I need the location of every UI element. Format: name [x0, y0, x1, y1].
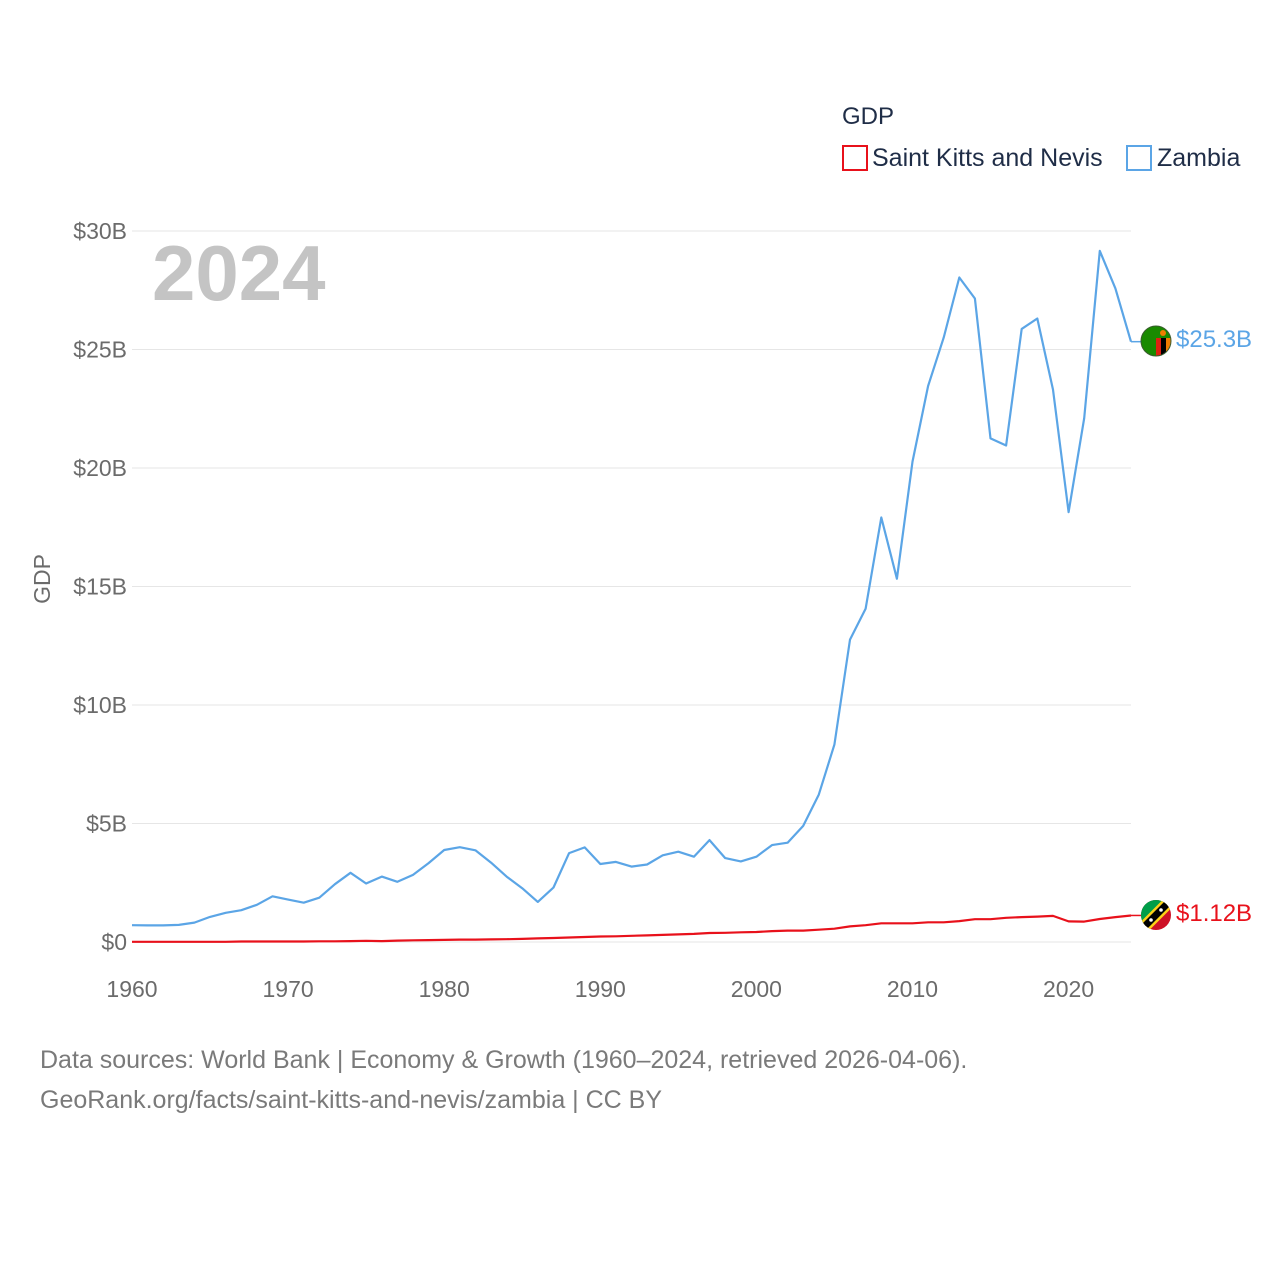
end-label-saint-kitts-and-nevis: $1.12B [1176, 900, 1252, 927]
x-tick-label: 1970 [263, 976, 314, 1002]
x-axis-ticks: 1960 1970 1980 1990 2000 2010 2020 [106, 976, 1094, 1002]
x-tick-label: 2010 [887, 976, 938, 1002]
y-tick-label: $25B [73, 337, 127, 363]
series-line-zambia [131, 249, 1133, 927]
y-axis-title: GDP [29, 554, 55, 604]
y-tick-label: $5B [86, 811, 127, 837]
legend-label-saint-kitts-and-nevis: Saint Kitts and Nevis [872, 144, 1103, 172]
footer-link[interactable]: GeoRank.org/facts/saint-kitts-and-nevis/… [40, 1086, 663, 1114]
y-tick-label: $15B [73, 574, 127, 600]
gridlines [132, 230, 1131, 943]
footer: Data sources: World Bank | Economy & Gro… [40, 1040, 1240, 1120]
legend-swatch-zambia [1126, 145, 1152, 171]
legend-item-saint-kitts-and-nevis[interactable]: Saint Kitts and Nevis [842, 144, 1103, 172]
y-tick-label: $10B [73, 692, 127, 718]
end-label-zambia: $25.3B [1176, 326, 1252, 353]
zambia-flag-border [1140, 325, 1172, 357]
year-label: 2024 [152, 229, 326, 317]
legend-label-zambia: Zambia [1157, 144, 1240, 172]
x-tick-label: 1990 [575, 976, 626, 1002]
y-axis-ticks: $0 $5B $10B $15B $20B $25B $30B [73, 218, 127, 955]
legend-item-zambia[interactable]: Zambia [1126, 144, 1240, 172]
zambia-flag-icon [1141, 326, 1171, 356]
saint-kitts-and-nevis-flag-icon [1141, 900, 1171, 930]
series-lines [131, 249, 1141, 943]
x-tick-label: 1960 [106, 976, 157, 1002]
x-tick-label: 2020 [1043, 976, 1094, 1002]
y-tick-label: $0 [101, 929, 127, 955]
legend-title: GDP [842, 103, 894, 130]
series-line-saint-kitts-and-nevis [132, 914, 1132, 943]
x-tick-label: 1980 [419, 976, 470, 1002]
legend-swatch-saint-kitts-and-nevis [842, 145, 868, 171]
footer-sources: Data sources: World Bank | Economy & Gro… [40, 1046, 968, 1074]
x-tick-label: 2000 [731, 976, 782, 1002]
y-tick-label: $20B [73, 455, 127, 481]
gdp-line-chart: GDP Saint Kitts and Nevis Zambia 2024 GD… [29, 103, 1252, 1002]
y-tick-label: $30B [73, 218, 127, 244]
